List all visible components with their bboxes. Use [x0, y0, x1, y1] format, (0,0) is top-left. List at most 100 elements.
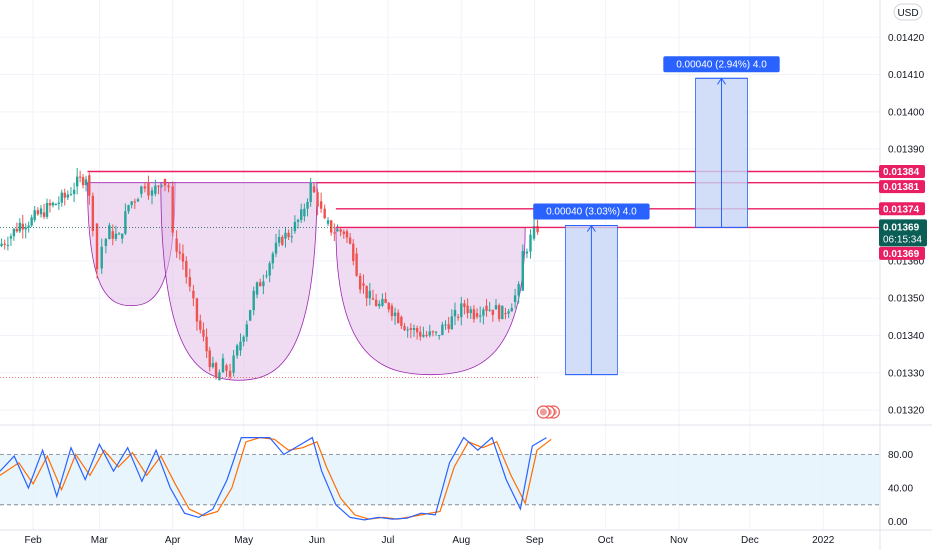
- candle-body: [167, 185, 170, 188]
- price-tick-label: 0.01410: [888, 70, 925, 81]
- candle-body: [88, 175, 91, 196]
- candle-body: [316, 192, 319, 207]
- candle-body: [342, 231, 345, 234]
- bar-countdown: 06:15:34: [883, 234, 922, 245]
- stoch-tick-label: 0.00: [888, 517, 908, 528]
- candle-body: [517, 284, 520, 296]
- candle-body: [510, 308, 513, 312]
- time-tick-label: Aug: [452, 535, 470, 546]
- candle-body: [326, 220, 330, 224]
- candle-body: [208, 350, 211, 368]
- candle-body: [130, 201, 133, 206]
- candle-body: [365, 285, 368, 299]
- price-measurements[interactable]: 0.00040 (2.94%) 4.0 0.00040 (3.03%) 4.0: [533, 56, 780, 376]
- candle-body: [425, 334, 428, 336]
- price-tick-label: 0.01400: [888, 107, 925, 118]
- candle-body: [482, 309, 485, 316]
- candle-body: [265, 275, 268, 277]
- candle-body: [453, 309, 457, 317]
- candle-body: [532, 226, 536, 239]
- candle-body: [12, 228, 16, 237]
- time-tick-label: Nov: [670, 535, 688, 546]
- candle-body: [69, 194, 73, 196]
- candle-body: [95, 223, 99, 270]
- candle-body: [202, 329, 205, 337]
- candle-body: [57, 202, 61, 204]
- candle-body: [54, 203, 58, 206]
- candle-body: [466, 305, 469, 314]
- candle-body: [319, 201, 323, 209]
- candle-body: [15, 228, 19, 232]
- currency-badge[interactable]: USD: [893, 3, 923, 21]
- candle-body: [221, 358, 225, 373]
- candle-body: [358, 275, 362, 290]
- time-tick-label: Sep: [526, 535, 544, 546]
- candle-body: [494, 305, 498, 310]
- level-badge-2: 0.01381: [879, 180, 925, 194]
- candle-body: [188, 277, 192, 287]
- price-tick-label: 0.01320: [888, 406, 925, 417]
- measurement-1[interactable]: 0.00040 (2.94%) 4.0: [663, 56, 780, 228]
- candle-body: [33, 210, 36, 220]
- candle-body: [397, 312, 400, 324]
- currency-label: USD: [897, 8, 918, 19]
- candle-body: [355, 253, 358, 276]
- cup-patterns: [87, 182, 526, 381]
- measurement-label: 0.00040 (3.03%) 4.0: [546, 207, 637, 218]
- candle-body: [381, 299, 384, 306]
- candle-body: [39, 208, 43, 215]
- candle-body: [228, 370, 232, 377]
- candle-body: [497, 305, 501, 320]
- candle-body: [66, 194, 70, 198]
- candle-body: [24, 227, 27, 230]
- candle-body: [108, 225, 111, 240]
- time-tick-label: May: [234, 535, 253, 546]
- candle-body: [521, 251, 524, 291]
- price-tick-label: 0.01340: [888, 331, 925, 342]
- candle-body: [18, 222, 22, 232]
- level-badge-1: 0.01384: [879, 164, 925, 178]
- candle-body: [287, 232, 290, 237]
- candle-body: [104, 239, 108, 247]
- candle-body: [195, 298, 199, 322]
- candle-body: [368, 290, 372, 299]
- svg-text:0.01384: 0.01384: [883, 167, 920, 178]
- candle-body: [472, 309, 476, 320]
- candle-body: [406, 329, 409, 331]
- candle-body: [460, 303, 463, 318]
- price-axis: 0.013200.013300.013400.013500.013600.013…: [879, 33, 927, 528]
- candle-body: [403, 325, 406, 331]
- stoch-k-line: [0, 436, 547, 521]
- time-tick-label: Oct: [598, 535, 614, 546]
- candle-body: [296, 219, 300, 222]
- candle-body: [136, 199, 140, 202]
- svg-text:0.01369: 0.01369: [883, 249, 920, 260]
- candle-body: [154, 185, 157, 194]
- candle-body: [281, 236, 284, 245]
- candle-body: [513, 295, 517, 302]
- candle-body: [475, 313, 479, 317]
- measurement-2[interactable]: 0.00040 (3.03%) 4.0: [533, 203, 650, 376]
- measurement-label: 0.00040 (2.94%) 4.0: [676, 59, 767, 70]
- candle-body: [225, 365, 228, 371]
- candle-body: [441, 324, 444, 336]
- candle-body: [127, 205, 130, 212]
- candle-body: [78, 176, 82, 178]
- candle-body: [491, 309, 495, 315]
- candle-body: [422, 334, 425, 337]
- candle-body: [9, 236, 13, 239]
- event-flag-icon[interactable]: [536, 405, 550, 419]
- price-tick-label: 0.01420: [888, 33, 925, 44]
- candle-body: [479, 315, 482, 317]
- candle-body: [235, 345, 239, 356]
- candle-body: [529, 234, 532, 252]
- measurement-label-bg: [663, 56, 780, 73]
- candle-body: [290, 236, 293, 238]
- candle-body: [21, 223, 24, 230]
- candle-body: [339, 229, 342, 232]
- candle-body: [171, 186, 174, 233]
- economic-events[interactable]: [536, 405, 560, 419]
- candle-body: [485, 305, 488, 311]
- candle-body: [178, 251, 181, 254]
